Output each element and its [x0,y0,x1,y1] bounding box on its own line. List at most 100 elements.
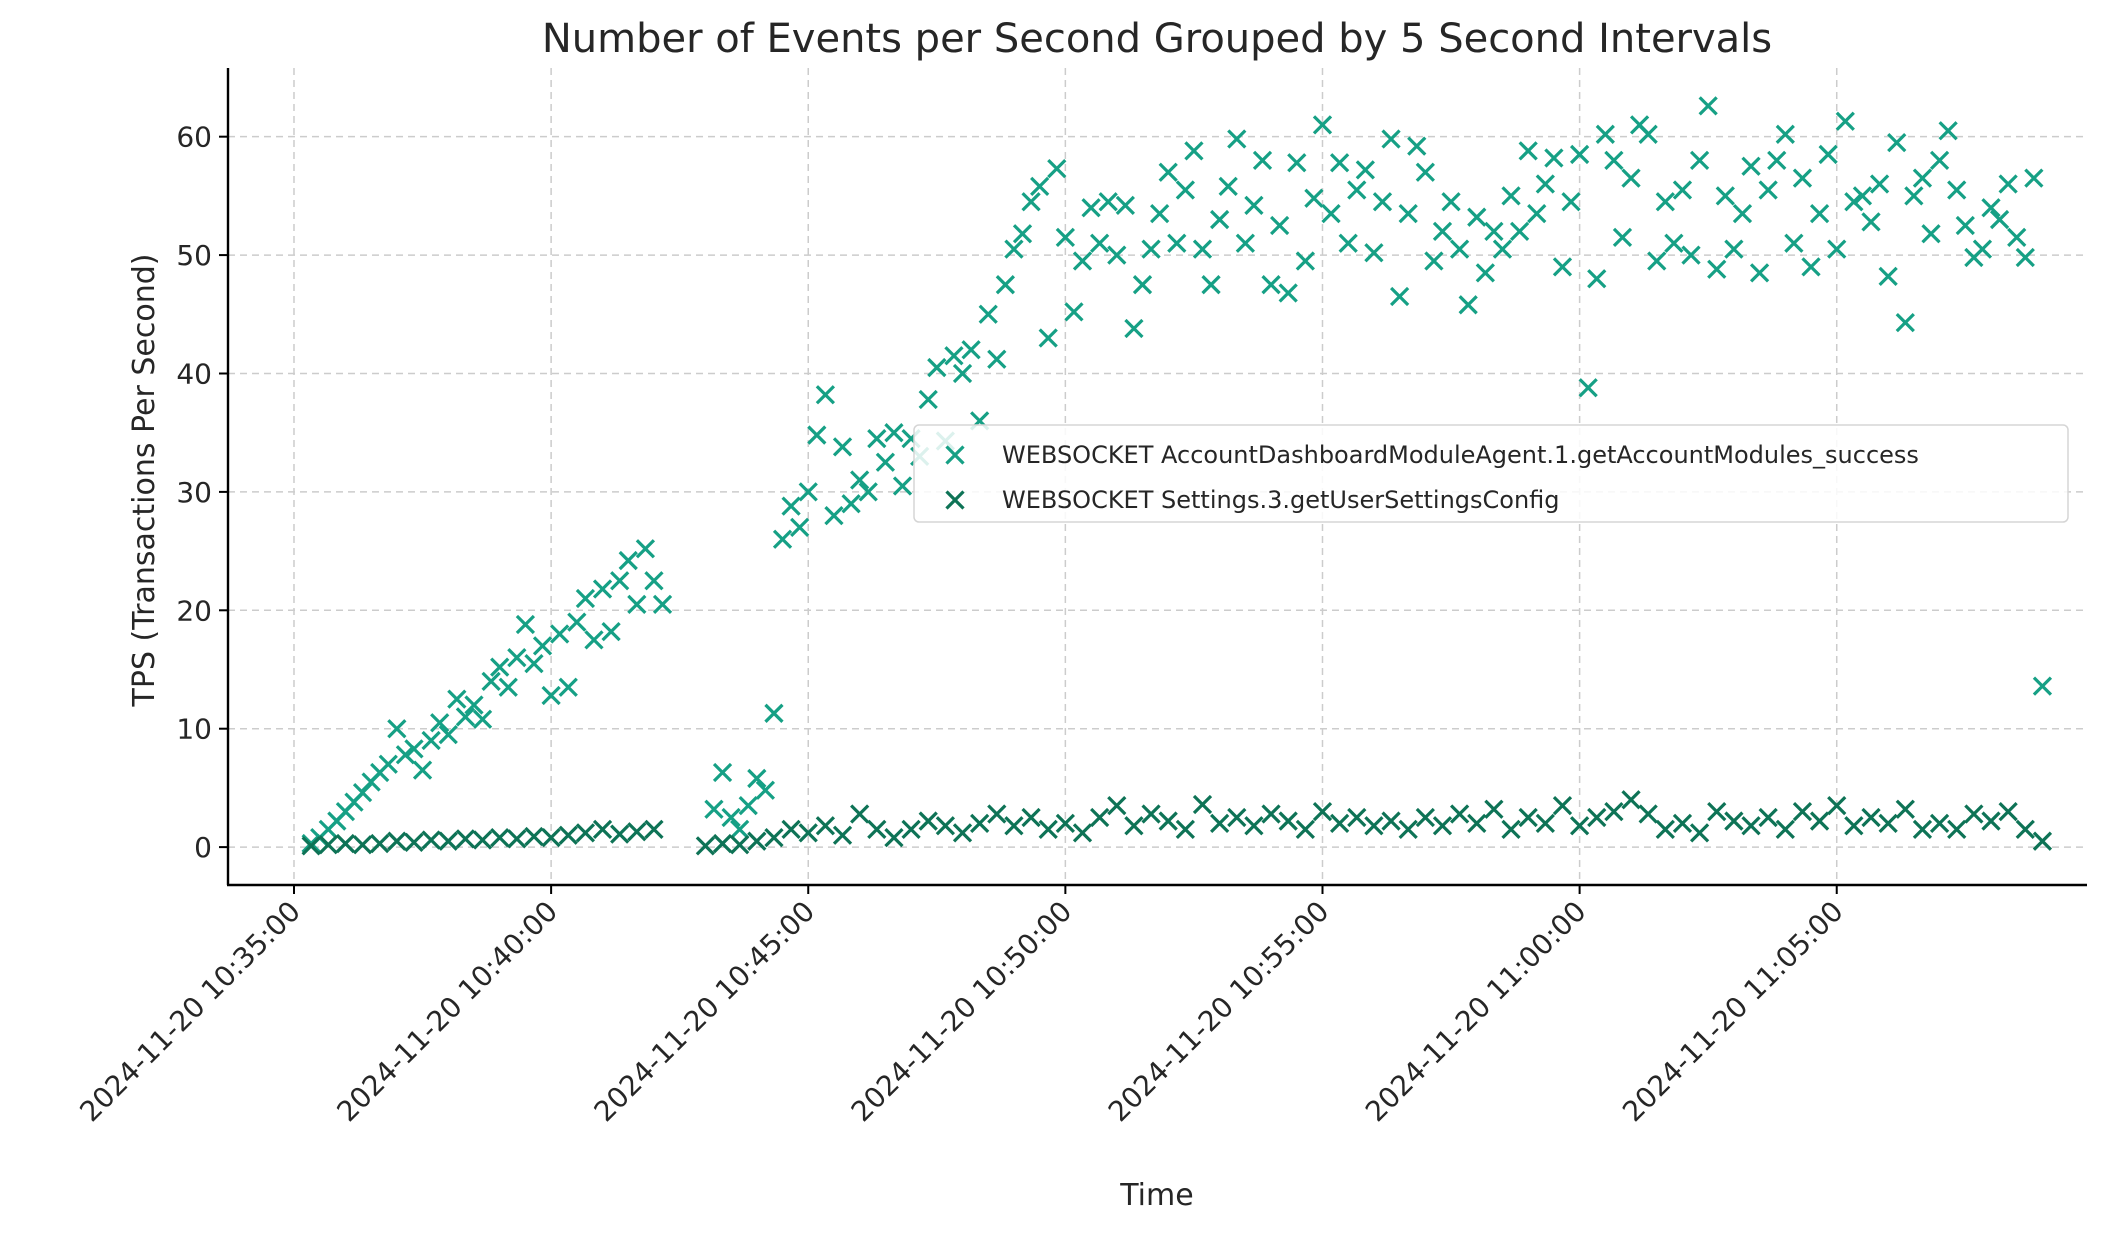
data-point-series-1 [1364,243,1384,263]
data-point-series-2 [1724,811,1744,831]
data-point-series-2 [335,833,356,854]
data-point-series-1 [1612,227,1633,247]
data-point-series-1 [438,724,458,745]
data-point-series-1 [1655,192,1675,212]
data-point-series-1 [892,476,913,496]
data-point-series-1 [807,425,827,445]
legend-marker-series-1 [945,445,965,465]
y-tick-label: 20 [176,594,212,627]
data-point-series-2 [1689,823,1710,843]
data-point-series-1 [1775,124,1795,144]
data-point-series-2 [1158,811,1178,831]
data-point-series-1 [1638,124,1658,144]
data-point-series-1 [1432,221,1453,242]
data-point-series-2 [1861,807,1881,828]
data-point-series-1 [1004,239,1024,259]
data-point-series-2 [455,829,476,849]
data-point-series-1 [584,630,604,650]
data-point-series-2 [1569,816,1590,836]
data-point-series-1 [1201,275,1221,295]
data-point-series-2 [815,816,836,836]
data-point-series-1 [1012,224,1033,244]
data-point-series-1 [1501,186,1521,206]
data-point-series-1 [712,762,733,783]
data-point-series-2 [1827,796,1847,816]
data-point-series-1 [1707,259,1727,279]
data-point-series-1 [1321,204,1341,224]
data-point-series-1 [1578,378,1598,398]
data-point-series-1 [1441,192,1461,212]
data-point-series-2 [472,830,493,850]
data-point-series-2 [1964,804,1984,824]
data-point-series-1 [850,470,870,490]
data-point-series-2 [832,825,853,845]
data-point-series-2 [1090,807,1110,828]
data-point-series-2 [1844,816,1864,836]
data-point-series-1 [1467,207,1487,227]
data-point-series-2 [352,835,373,855]
data-point-series-1 [1295,251,1315,271]
data-point-series-1 [1107,245,1127,265]
data-point-series-1 [1047,159,1067,179]
data-point-series-2 [1347,807,1367,828]
data-point-series-1 [867,428,887,449]
data-point-series-1 [1167,233,1187,253]
data-point-series-1 [1621,168,1641,188]
data-point-series-1 [1809,204,1830,224]
data-point-series-1 [1792,168,1813,188]
data-point-series-1 [515,614,536,635]
data-point-series-2 [1398,819,1418,839]
data-point-series-1 [421,730,441,751]
data-point-series-1 [1184,141,1204,161]
data-point-series-1 [652,594,673,615]
data-point-series-1 [1929,150,1950,170]
data-point-series-1 [1098,192,1118,212]
data-point-series-1 [1715,186,1735,206]
data-point-series-1 [1424,251,1444,271]
data-point-series-1 [1175,180,1195,200]
data-point-series-1 [1595,124,1615,144]
data-point-series-2 [610,824,630,844]
data-point-series-1 [1115,195,1135,215]
data-point-series-1 [1141,239,1161,259]
data-point-series-1 [1947,180,1967,200]
data-point-series-2 [438,831,458,851]
data-point-series-2 [370,833,390,854]
data-point-series-2 [1004,816,1024,836]
data-point-series-1 [1038,328,1058,348]
data-point-series-2 [1055,813,1075,834]
data-point-series-1 [927,357,947,378]
data-point-series-2 [1912,819,1933,839]
data-point-series-1 [952,363,973,384]
data-point-series-2 [1758,807,1778,828]
data-point-series-2 [884,828,904,848]
data-point-series-1 [1055,227,1075,247]
data-point-series-1 [1664,233,1684,253]
data-point-series-1 [961,340,981,360]
data-point-series-1 [918,389,938,410]
data-point-series-1 [481,671,501,691]
data-point-series-1 [1252,150,1273,170]
data-point-series-2 [1312,801,1333,822]
data-point-series-2 [747,831,767,851]
data-point-series-2 [2032,831,2053,851]
data-point-series-2 [1809,811,1830,831]
data-point-series-2 [1141,804,1161,824]
data-point-series-1 [764,703,784,723]
data-point-series-2 [1895,799,1915,819]
data-point-series-2 [1947,819,1967,839]
data-point-series-2 [1329,813,1350,834]
y-tick-label: 50 [176,239,212,272]
data-point-series-2 [850,804,870,824]
data-point-series-1 [1835,111,1855,131]
data-point-series-2 [404,832,424,853]
data-point-series-2 [1672,813,1693,834]
data-point-series-2 [592,819,613,839]
data-point-series-1 [1587,269,1607,289]
data-point-series-1 [1347,180,1367,200]
legend-marker-series-2 [945,490,965,510]
data-point-series-1 [575,588,596,609]
data-point-series-1 [747,768,767,789]
data-point-series-2 [1655,819,1675,839]
